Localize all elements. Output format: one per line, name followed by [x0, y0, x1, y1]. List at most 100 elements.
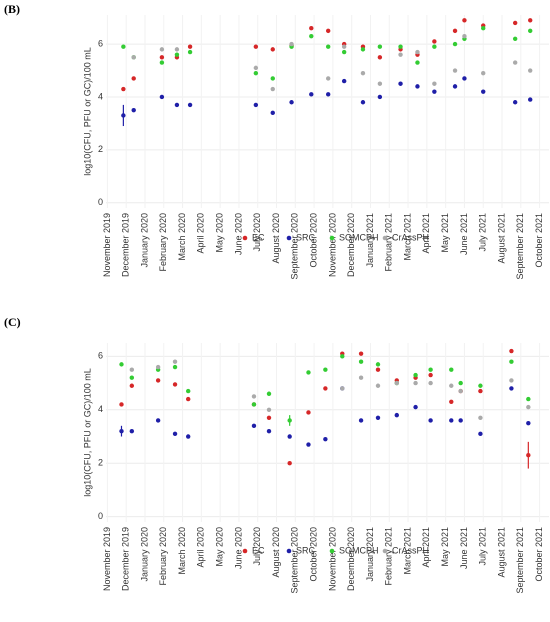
data-point	[458, 380, 463, 386]
data-point	[270, 110, 275, 116]
x-tick-label: March 2021	[402, 527, 412, 575]
x-tick-label: November 2019	[102, 213, 112, 277]
data-point	[377, 55, 383, 60]
data-point	[253, 102, 259, 108]
data-point	[340, 386, 345, 391]
data-point	[129, 383, 135, 388]
data-point	[253, 65, 259, 71]
data-point	[341, 49, 347, 55]
x-tick-label: July 2021	[478, 527, 488, 566]
data-point	[512, 100, 518, 105]
data-point	[119, 362, 124, 367]
data-point	[526, 420, 531, 426]
y-tick-label: 2	[98, 458, 103, 468]
data-point	[251, 402, 257, 407]
x-tick-label: August 2021	[496, 527, 506, 578]
x-tick-label: September 2020	[290, 527, 300, 594]
data-point	[266, 391, 272, 396]
data-point	[131, 107, 136, 113]
x-tick-label: April 2020	[196, 213, 206, 254]
data-point	[452, 84, 458, 89]
data-point	[528, 28, 533, 34]
data-point	[172, 431, 178, 437]
x-tick-label: September 2021	[515, 527, 525, 594]
x-tick-label: July 2020	[252, 527, 262, 566]
data-point	[270, 76, 275, 81]
x-tick-label: October 2020	[308, 213, 318, 268]
x-tick-label: September 2021	[515, 213, 525, 280]
x-tick-label: February 2021	[384, 527, 394, 586]
data-point	[428, 418, 433, 423]
x-tick-label: October 2020	[308, 527, 318, 582]
data-point	[526, 453, 531, 458]
legend-label: SOMCPH	[339, 232, 379, 242]
data-point	[358, 375, 364, 380]
y-tick-label: 0	[98, 511, 103, 521]
x-tick-label: December 2019	[121, 213, 131, 277]
data-point	[119, 428, 124, 434]
x-tick-label: November 2020	[327, 527, 337, 591]
x-tick-label: May 2020	[215, 213, 225, 253]
data-point	[413, 404, 418, 410]
x-tick-label: December 2019	[121, 527, 131, 591]
data-point	[129, 375, 135, 380]
data-point	[325, 76, 331, 81]
data-point	[159, 55, 165, 60]
data-point	[358, 359, 364, 364]
x-tick-label: March 2020	[177, 527, 187, 575]
data-point	[121, 113, 126, 118]
data-point	[287, 418, 292, 423]
data-point	[432, 89, 437, 94]
data-point	[428, 380, 433, 386]
x-tick-label: May 2020	[215, 527, 225, 567]
data-point	[323, 436, 328, 442]
data-point	[186, 388, 191, 394]
data-point	[266, 428, 272, 434]
y-tick-label: 6	[98, 351, 103, 361]
data-point	[428, 372, 433, 378]
data-point	[528, 68, 533, 73]
data-point	[528, 97, 533, 102]
x-tick-label: June 2021	[459, 527, 469, 569]
x-tick-label: August 2021	[496, 213, 506, 264]
data-point	[186, 434, 191, 439]
data-point	[375, 362, 381, 367]
x-tick-label: April 2021	[421, 527, 431, 568]
data-point	[449, 399, 454, 404]
legend-marker	[382, 235, 388, 241]
data-point	[323, 367, 328, 372]
data-point	[358, 351, 364, 356]
x-tick-label: June 2020	[233, 527, 243, 569]
data-point	[306, 410, 311, 415]
data-point	[452, 28, 458, 34]
legend-marker	[329, 235, 335, 241]
data-point	[415, 60, 420, 65]
data-point	[377, 94, 383, 100]
data-point	[509, 378, 514, 383]
data-point	[289, 100, 294, 105]
data-point	[375, 367, 381, 372]
data-point	[155, 378, 161, 383]
data-point	[121, 44, 126, 49]
data-point	[306, 442, 311, 447]
y-tick-label: 4	[98, 91, 103, 101]
data-point	[253, 44, 259, 49]
legend-marker	[329, 548, 335, 554]
data-point	[131, 76, 136, 81]
panel-label: (C)	[4, 315, 21, 329]
x-tick-label: February 2020	[158, 527, 168, 586]
data-point	[526, 396, 531, 402]
data-point	[174, 47, 180, 52]
data-point	[509, 359, 514, 364]
data-point	[270, 86, 275, 92]
x-tick-label: February 2021	[384, 213, 394, 272]
legend-marker	[382, 548, 388, 554]
data-point	[398, 81, 403, 86]
y-axis-label: log10(CFU, PFU or GC)/100 mL	[82, 368, 92, 497]
x-tick-label: March 2021	[402, 213, 412, 261]
legend-label: EC	[252, 232, 265, 242]
x-tick-label: October 2021	[534, 527, 544, 582]
x-tick-label: January 2020	[139, 213, 149, 268]
data-point	[415, 84, 420, 89]
